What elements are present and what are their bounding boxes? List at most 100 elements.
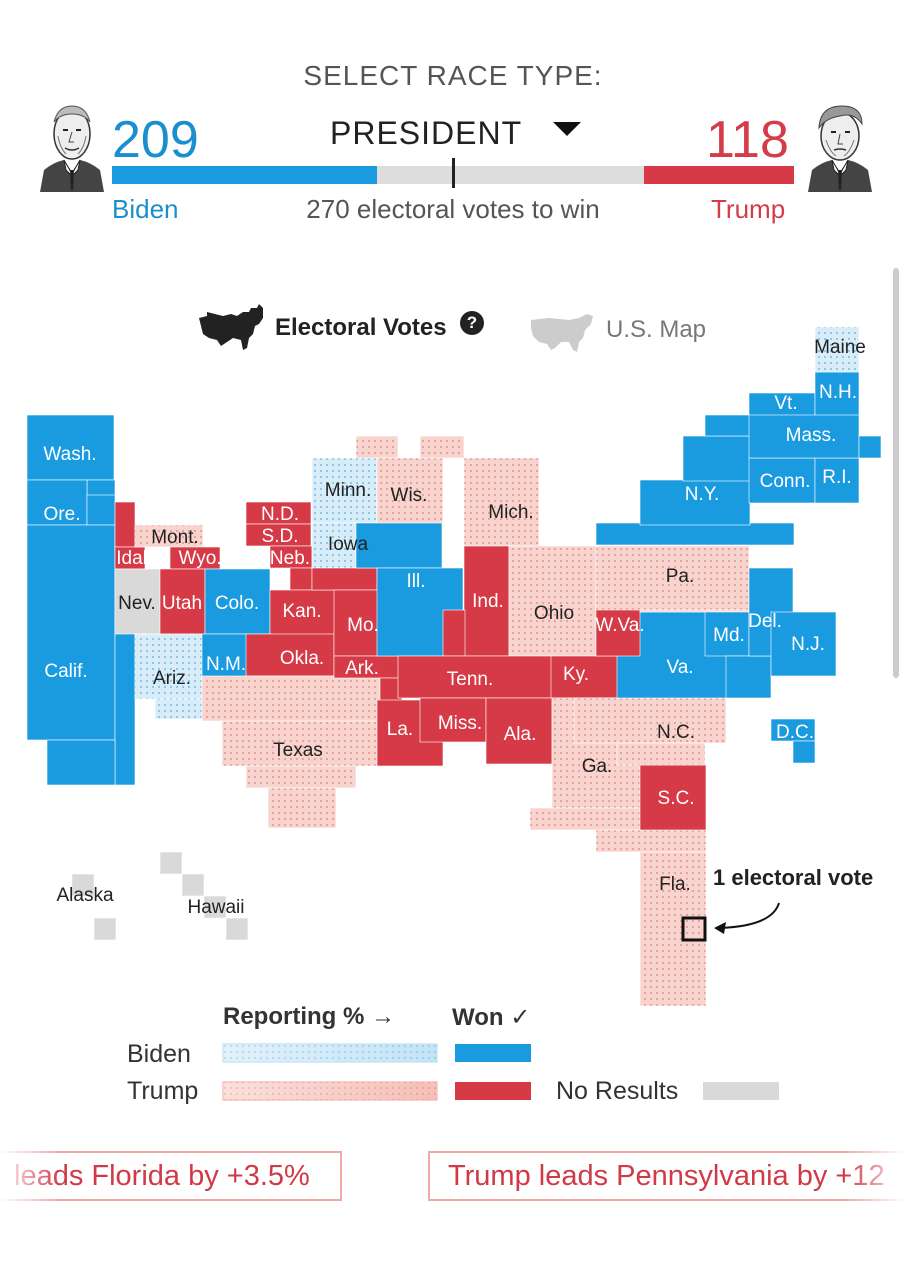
state-neb[interactable] bbox=[269, 545, 313, 591]
state-tile bbox=[181, 873, 205, 897]
state-tile bbox=[203, 895, 227, 919]
state-tile bbox=[595, 522, 795, 546]
scrollbar[interactable] bbox=[893, 268, 899, 678]
state-label-vt: Vt. bbox=[774, 393, 797, 414]
state-label-sc: S.C. bbox=[658, 788, 695, 809]
state-tile bbox=[221, 720, 381, 767]
state-label-ala: Ala. bbox=[504, 724, 537, 745]
state-label-maine: Maine bbox=[814, 337, 866, 358]
state-nj[interactable] bbox=[770, 611, 837, 677]
annotation-text: 1 electoral vote bbox=[713, 865, 874, 890]
state-ny[interactable] bbox=[595, 414, 795, 546]
electoral-votes-toggle[interactable]: Electoral Votes bbox=[275, 314, 447, 341]
state-hawaii[interactable] bbox=[159, 851, 249, 941]
state-label-md: Md. bbox=[713, 625, 745, 646]
state-utah[interactable] bbox=[159, 568, 206, 635]
state-tile bbox=[573, 697, 727, 744]
biden-vote-bar bbox=[112, 166, 377, 184]
state-tile bbox=[46, 739, 116, 786]
state-label-ill: Ill. bbox=[407, 571, 426, 592]
state-tile bbox=[704, 611, 750, 657]
legend-trump-won-swatch bbox=[455, 1082, 531, 1100]
state-tile bbox=[639, 851, 707, 1007]
state-label-wash: Wash. bbox=[43, 444, 96, 465]
biden-name: Biden bbox=[112, 194, 179, 224]
state-texas[interactable] bbox=[201, 675, 381, 829]
state-alaska[interactable] bbox=[71, 873, 117, 941]
state-fla[interactable] bbox=[595, 829, 707, 1007]
state-mass[interactable] bbox=[748, 413, 882, 459]
state-tile bbox=[134, 524, 204, 548]
state-tile bbox=[267, 787, 337, 829]
state-colo[interactable] bbox=[204, 568, 271, 635]
ticker-item[interactable]: Trump leads Pennsylvania by +12 bbox=[428, 1151, 906, 1201]
state-ri[interactable] bbox=[814, 457, 860, 504]
legend-reporting-header: Reporting % → bbox=[223, 1003, 395, 1030]
legend-no-results-swatch bbox=[703, 1082, 779, 1100]
race-type-dropdown[interactable]: PRESIDENT bbox=[330, 115, 523, 151]
state-tile bbox=[397, 655, 552, 699]
state-idaho[interactable] bbox=[114, 501, 146, 570]
state-tile bbox=[86, 494, 116, 526]
state-label-alaska: Alaska bbox=[56, 885, 113, 906]
state-tile bbox=[71, 873, 95, 897]
biden-portrait bbox=[40, 105, 104, 192]
biden-electoral-votes: 209 bbox=[112, 111, 199, 169]
state-ala[interactable] bbox=[485, 697, 553, 765]
annotation-arrowhead bbox=[714, 922, 726, 934]
state-minn[interactable] bbox=[311, 457, 378, 524]
state-ind[interactable] bbox=[442, 545, 510, 657]
state-ariz[interactable] bbox=[134, 633, 203, 720]
state-mont[interactable] bbox=[134, 524, 204, 548]
state-sc[interactable] bbox=[639, 764, 707, 831]
state-maine[interactable] bbox=[814, 326, 860, 373]
state-label-mont: Mont. bbox=[151, 527, 199, 548]
ticker-text: leads Florida by +3.5% bbox=[14, 1160, 310, 1192]
help-icon[interactable]: ? bbox=[460, 311, 484, 335]
state-tile bbox=[770, 611, 837, 677]
state-label-mich: Mich. bbox=[488, 502, 533, 523]
state-mich[interactable] bbox=[419, 435, 540, 547]
state-tile bbox=[311, 567, 378, 591]
state-tile bbox=[529, 807, 641, 831]
state-nev[interactable] bbox=[114, 568, 161, 635]
state-tenn[interactable] bbox=[397, 655, 552, 699]
state-tile bbox=[419, 697, 487, 743]
state-label-wis: Wis. bbox=[391, 485, 428, 506]
us-map-icon[interactable] bbox=[529, 312, 595, 354]
state-label-ore: Ore. bbox=[44, 504, 81, 525]
state-label-minn: Minn. bbox=[325, 480, 371, 501]
state-label-ark: Ark. bbox=[345, 658, 379, 679]
state-md[interactable] bbox=[704, 611, 772, 699]
state-miss[interactable] bbox=[419, 697, 487, 743]
state-ore[interactable] bbox=[26, 479, 116, 526]
state-tile bbox=[26, 524, 116, 741]
state-nh[interactable] bbox=[814, 371, 860, 416]
state-label-nd: N.D. bbox=[261, 504, 299, 525]
legend-trump-label: Trump bbox=[127, 1077, 199, 1105]
state-label-utah: Utah bbox=[162, 593, 202, 614]
us-map-toggle[interactable]: U.S. Map bbox=[606, 316, 707, 343]
state-label-wyo: Wyo. bbox=[178, 548, 221, 569]
state-kan[interactable] bbox=[269, 589, 336, 636]
state-tile bbox=[682, 435, 751, 482]
state-tile bbox=[355, 522, 443, 569]
state-label-miss: Miss. bbox=[438, 713, 482, 734]
state-label-ga: Ga. bbox=[582, 756, 613, 777]
state-label-wva: W.Va. bbox=[595, 615, 644, 636]
electoral-cartogram-icon[interactable] bbox=[197, 304, 265, 352]
ticker-fade-right bbox=[846, 1140, 906, 1210]
ticker-text: Trump leads Pennsylvania by +12 bbox=[448, 1160, 885, 1192]
state-tile bbox=[93, 917, 117, 941]
state-label-del: Del. bbox=[748, 611, 782, 632]
chevron-down-icon[interactable] bbox=[553, 122, 581, 136]
state-wis[interactable] bbox=[355, 435, 444, 524]
state-tile bbox=[159, 851, 183, 875]
state-tile bbox=[639, 479, 751, 526]
state-label-iowa: Iowa bbox=[328, 534, 369, 555]
state-label-pa: Pa. bbox=[666, 566, 695, 587]
state-ohio[interactable] bbox=[508, 545, 598, 657]
state-nc[interactable] bbox=[573, 697, 727, 766]
state-dc[interactable] bbox=[770, 718, 816, 764]
state-mo[interactable] bbox=[311, 567, 400, 657]
